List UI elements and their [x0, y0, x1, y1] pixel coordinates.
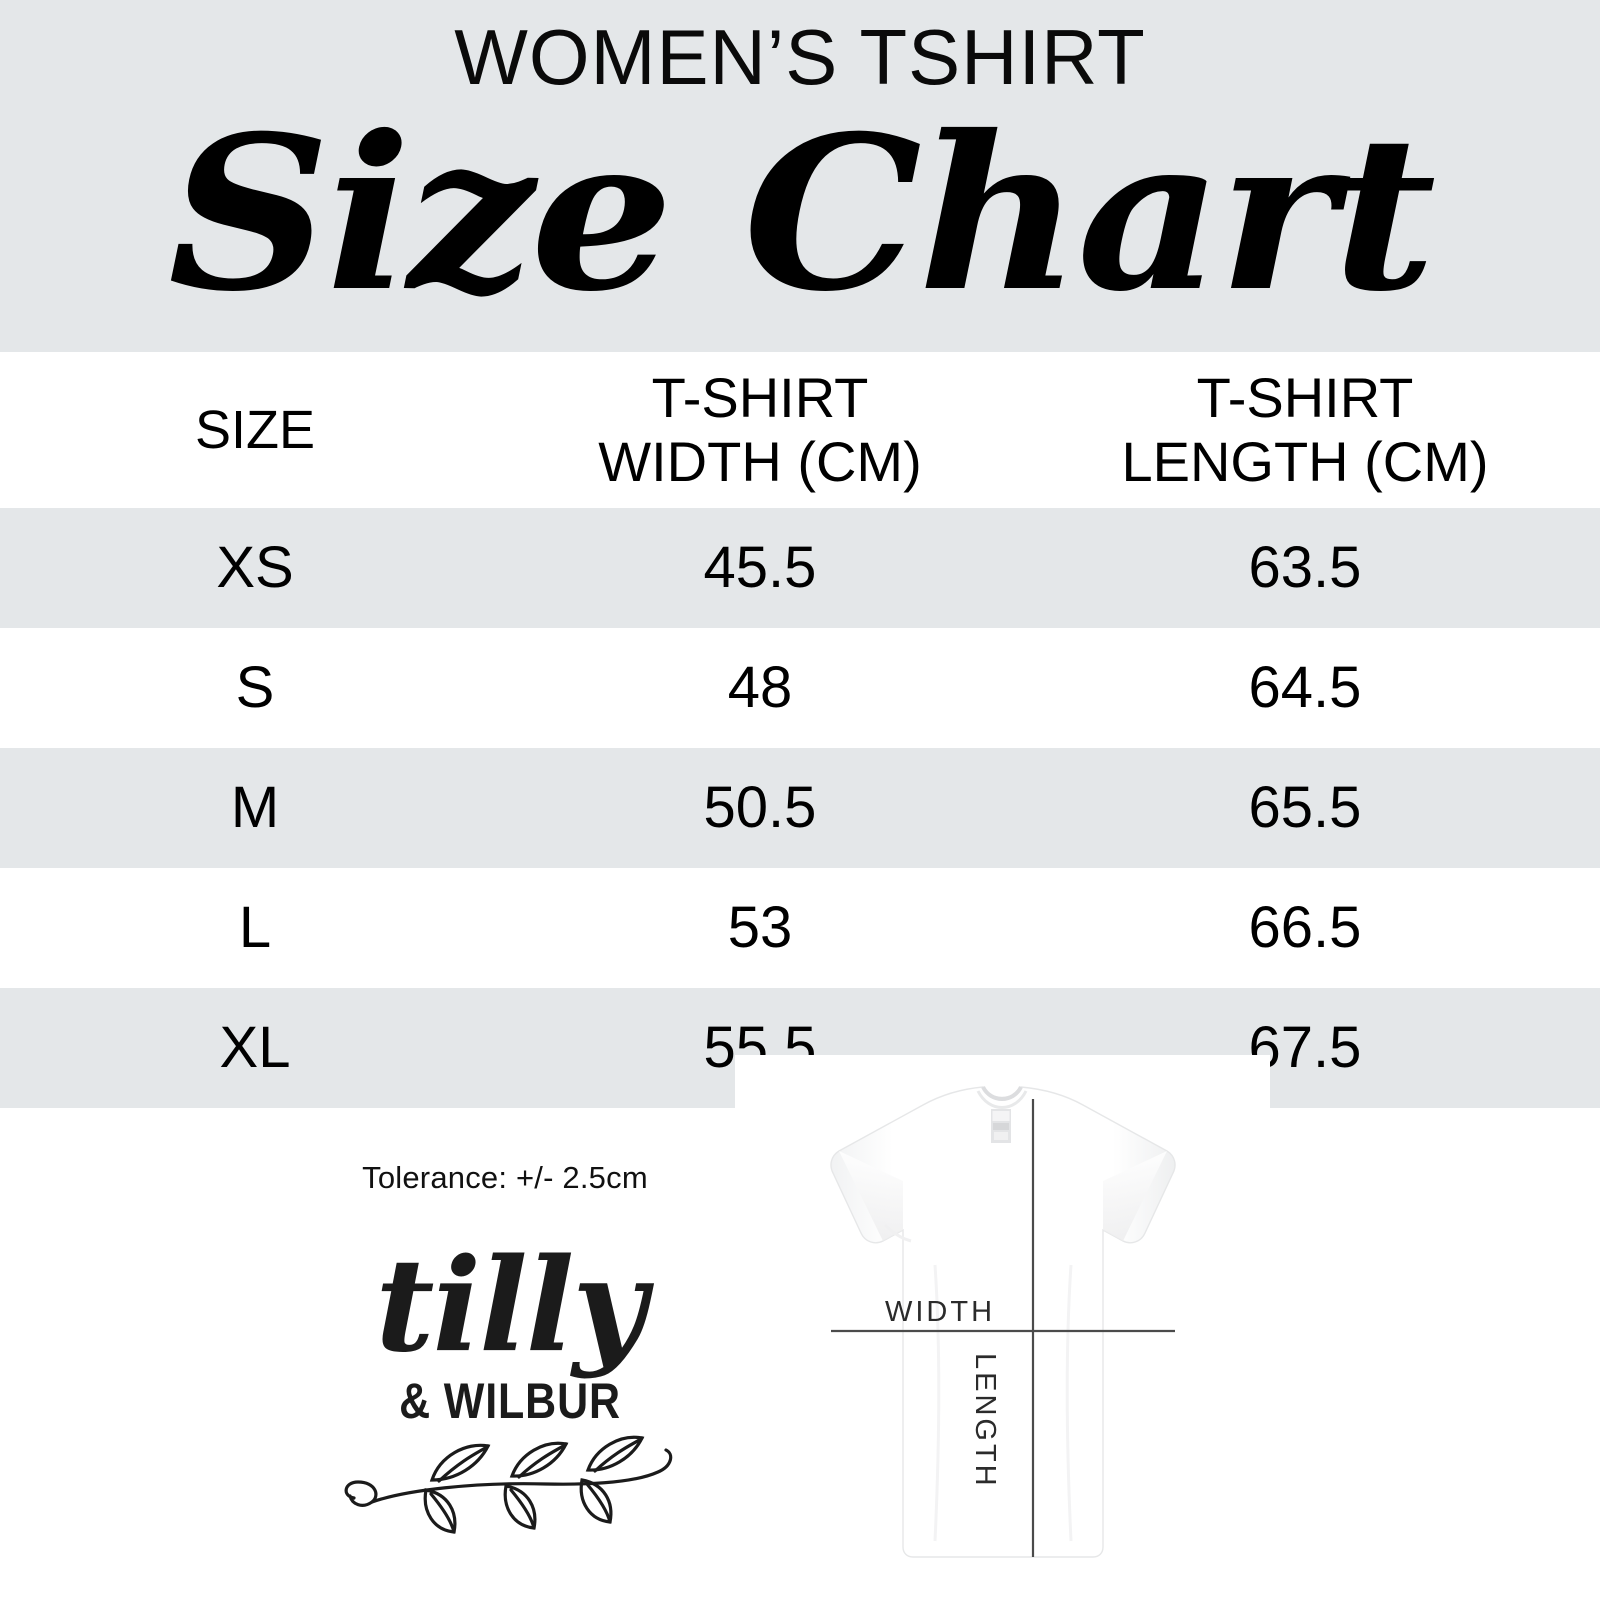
table-row: S 48 64.5: [0, 628, 1600, 748]
cell-width: 48: [727, 654, 793, 720]
table-row: L 53 66.5: [0, 868, 1600, 988]
column-header-length-line1: T-SHIRT: [1196, 366, 1414, 430]
tshirt-length-label: LENGTH: [969, 1353, 1001, 1489]
page-script-title: Size Chart: [167, 89, 1436, 338]
cell-size: XL: [219, 1014, 291, 1080]
cell-size: L: [238, 894, 272, 960]
cell-length: 64.5: [1248, 654, 1362, 720]
column-header-width: T-SHIRT WIDTH (CM): [510, 366, 1010, 494]
cell-width: 50.5: [703, 774, 817, 840]
table-row: XS 45.5 63.5: [0, 508, 1600, 628]
cell-length: 66.5: [1248, 894, 1362, 960]
cell-width: 45.5: [703, 534, 817, 600]
column-header-size: SIZE: [194, 399, 316, 460]
page-title: WOMEN’S TSHIRT: [454, 13, 1146, 101]
cell-size: M: [230, 774, 280, 840]
cell-size: S: [235, 654, 275, 720]
laurel-branch-icon: [344, 1435, 673, 1534]
brand-name-script: tilly: [375, 1231, 646, 1381]
column-header-width-line1: T-SHIRT: [651, 366, 869, 430]
tshirt-illustration: WIDTH LENGTH: [735, 1055, 1270, 1600]
tshirt-width-label: WIDTH: [885, 1296, 996, 1328]
table-row: XL 55.5 67.5: [0, 988, 1600, 1108]
tolerance-note: Tolerance: +/- 2.5cm: [362, 1160, 648, 1195]
column-header-length-line2: LENGTH (CM): [1121, 430, 1489, 493]
size-table: SIZE T-SHIRT WIDTH (CM) T-SHIRT LENGTH (…: [0, 352, 1600, 1228]
brand-name-sub: & WILBUR: [399, 1373, 621, 1429]
column-header-width-line2: WIDTH (CM): [598, 430, 922, 493]
header-banner: WOMEN’S TSHIRT Size Chart: [0, 0, 1600, 352]
tshirt-icon: [830, 1085, 1176, 1558]
cell-length: 63.5: [1248, 534, 1362, 600]
cell-width: 53: [727, 894, 793, 960]
brand-logo: tilly & WILBUR: [330, 1242, 690, 1552]
table-header-row: SIZE T-SHIRT WIDTH (CM) T-SHIRT LENGTH (…: [0, 352, 1600, 508]
cell-length: 65.5: [1248, 774, 1362, 840]
cell-size: XS: [216, 534, 294, 600]
table-row: M 50.5 65.5: [0, 748, 1600, 868]
column-header-length: T-SHIRT LENGTH (CM): [1010, 366, 1600, 494]
